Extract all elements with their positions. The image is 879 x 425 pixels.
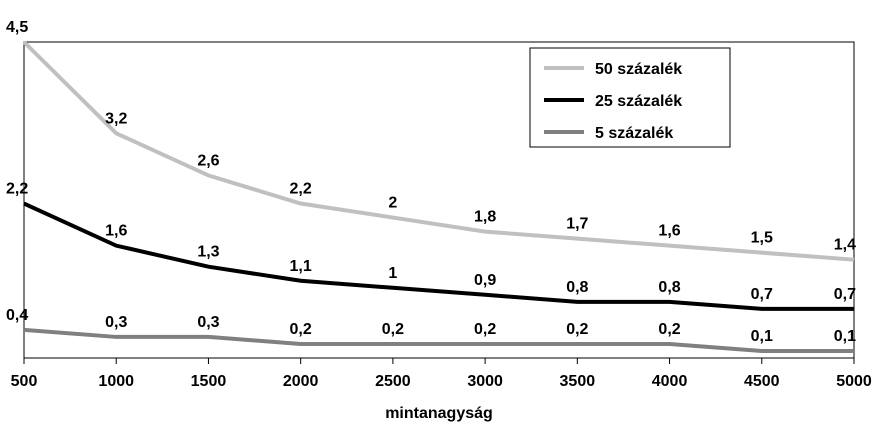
data-label: 0,3 xyxy=(105,314,127,331)
x-axis-title: mintanagyság xyxy=(385,405,493,422)
data-label: 0,7 xyxy=(751,286,773,303)
x-tick-label: 4000 xyxy=(652,373,688,390)
data-label: 0,8 xyxy=(658,279,680,296)
data-label: 1,1 xyxy=(290,258,312,275)
series-lines xyxy=(22,40,855,353)
series-line-3 xyxy=(23,327,854,353)
data-label: 2 xyxy=(388,195,397,212)
x-tick-label: 3000 xyxy=(467,373,503,390)
data-label: 2,6 xyxy=(197,152,219,169)
data-label: 1,3 xyxy=(197,244,219,261)
x-tick-label: 2000 xyxy=(283,373,319,390)
series-line-2 xyxy=(23,201,854,311)
x-tick-label: 2500 xyxy=(375,373,411,390)
data-label: 0,2 xyxy=(474,321,496,338)
data-label: 1,6 xyxy=(658,223,680,240)
data-label: 1 xyxy=(388,265,397,282)
legend-label-2: 25 százalék xyxy=(595,93,682,110)
data-label: 0,2 xyxy=(382,321,404,338)
data-label: 0,3 xyxy=(197,314,219,331)
data-label: 0,4 xyxy=(6,307,28,324)
legend-label-3: 5 százalék xyxy=(595,125,673,142)
data-labels: 4,5 3,2 2,6 2,2 2 1,8 1,7 1,6 1,5 1,4 2,2 1,6 1,3 1,1… xyxy=(6,19,856,345)
x-tick-label: 1500 xyxy=(191,373,227,390)
data-label: 0,1 xyxy=(834,328,856,345)
data-label: 1,5 xyxy=(751,230,773,247)
data-label: 1,6 xyxy=(105,223,127,240)
x-axis: 500 1000 1500 2000 2500 3000 3500 4000 4500 5000 xyxy=(11,358,872,390)
legend: 50 százalék 25 százalék 5 százalék xyxy=(529,47,731,148)
data-label: 2,2 xyxy=(6,181,28,198)
series-line-1 xyxy=(22,40,855,262)
data-label: 0,9 xyxy=(474,272,496,289)
x-tick-label: 500 xyxy=(11,373,38,390)
data-label: 0,2 xyxy=(658,321,680,338)
x-tick-label: 1000 xyxy=(98,373,134,390)
legend-label-1: 50 százalék xyxy=(595,61,682,78)
x-tick-label: 5000 xyxy=(836,373,872,390)
data-label: 0,1 xyxy=(751,328,773,345)
data-label: 0,2 xyxy=(290,321,312,338)
data-label: 0,7 xyxy=(834,286,856,303)
x-tick-label: 4500 xyxy=(744,373,780,390)
data-label: 3,2 xyxy=(105,110,127,127)
data-label: 2,2 xyxy=(290,181,312,198)
data-label: 0,2 xyxy=(566,321,588,338)
x-tick-label: 3500 xyxy=(560,373,596,390)
data-label: 1,4 xyxy=(834,237,856,254)
data-label: 1,7 xyxy=(566,216,588,233)
data-label: 0,8 xyxy=(566,279,588,296)
data-label: 4,5 xyxy=(6,19,28,36)
data-label: 1,8 xyxy=(474,209,496,226)
